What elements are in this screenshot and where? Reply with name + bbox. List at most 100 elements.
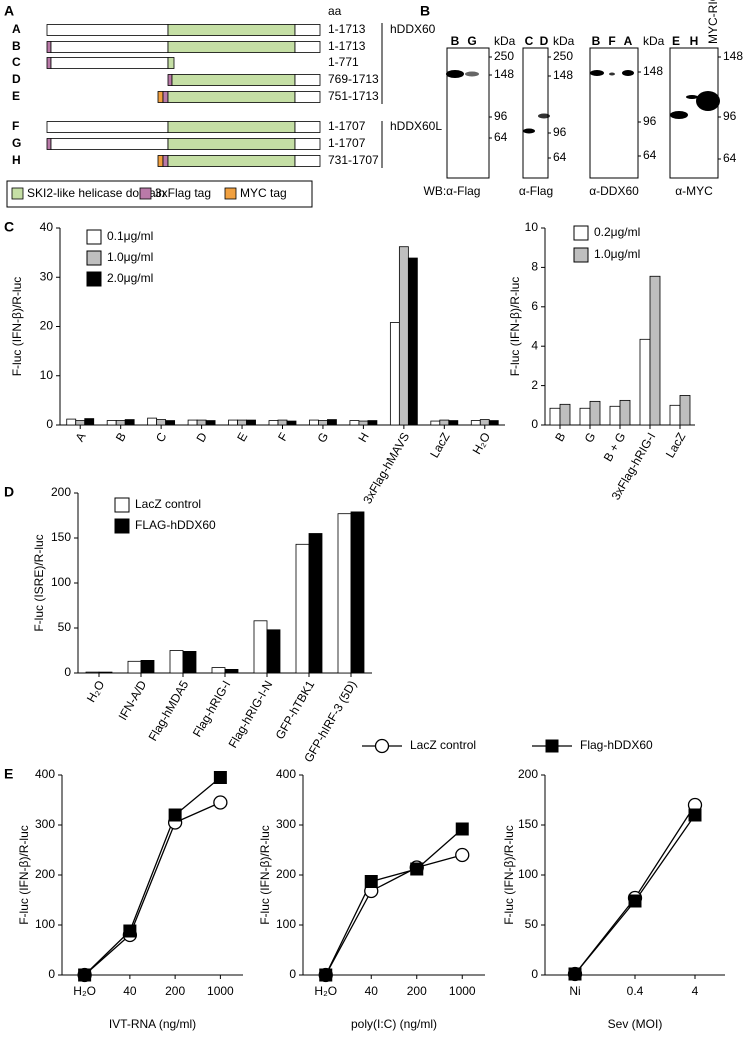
y-tick-label: 200 [276, 867, 296, 881]
antibody-label: α-Flag [519, 184, 553, 198]
bar [439, 419, 450, 426]
point [78, 968, 92, 982]
domain-segment [46, 41, 52, 53]
y-tick-label: 20 [40, 319, 54, 333]
domain-segment [167, 57, 175, 69]
legend-label: MYC tag [240, 186, 287, 200]
construct-range: 1-1713 [328, 22, 366, 36]
bar [127, 660, 142, 674]
marker-label: 64 [723, 151, 737, 165]
domain-segment [46, 57, 52, 69]
y-axis-label: F-luc (IFN-β)/R-luc [10, 277, 24, 377]
bar [211, 667, 226, 674]
construct-letter: A [12, 22, 21, 36]
domain-segment [167, 24, 296, 36]
y-tick-label: 100 [276, 917, 296, 931]
bar [649, 275, 661, 426]
bar [367, 420, 378, 426]
lane-label: A [624, 34, 633, 48]
marker-label: 250 [553, 49, 573, 63]
x-tick-label: 40 [365, 984, 379, 998]
bar [337, 513, 352, 674]
kda-unit: kDa [494, 34, 516, 48]
domain-segment [157, 155, 164, 167]
marker-label: 148 [553, 68, 573, 82]
y-tick-label: 0 [48, 967, 55, 981]
point [410, 862, 424, 876]
construct-letter: C [12, 55, 21, 69]
y-tick-label: 100 [51, 575, 71, 589]
marker-label: 64 [494, 130, 508, 144]
legend-label: 1.0μg/ml [594, 247, 640, 261]
panel-label: C [4, 219, 14, 235]
x-tick-label: Ni [569, 984, 580, 998]
point [213, 795, 228, 810]
y-axis-label: F-luc (IFN-β)/R-luc [502, 825, 516, 925]
lane-label: B [592, 34, 601, 48]
bar [295, 543, 310, 674]
point [568, 967, 582, 981]
bar [115, 420, 126, 426]
bar [182, 651, 197, 674]
legend-swatch [86, 271, 102, 287]
band [670, 111, 688, 119]
bar [430, 420, 441, 426]
legend-label: 1.0μg/ml [107, 250, 153, 264]
point [688, 808, 702, 822]
marker-label: 96 [723, 109, 737, 123]
bar [318, 420, 328, 426]
construct-letter: H [12, 153, 21, 167]
x-tick-label: 1000 [207, 984, 234, 998]
kda-unit: kDa [553, 34, 575, 48]
bar [277, 419, 288, 426]
bar [407, 257, 418, 426]
y-tick-label: 0 [531, 417, 538, 431]
bar [579, 407, 591, 426]
construct-range: 1-1713 [328, 39, 366, 53]
domain-segment [294, 155, 321, 167]
y-tick-label: 50 [525, 917, 539, 931]
y-axis-label: F-luc (IFN-β)/R-luc [508, 277, 522, 377]
marker-label: 250 [494, 49, 514, 63]
marker-label: 96 [643, 114, 657, 128]
bar [266, 629, 281, 674]
point [213, 771, 227, 784]
bar [349, 420, 360, 426]
bar [228, 419, 238, 426]
y-tick-label: 4 [531, 338, 538, 352]
bar [196, 419, 207, 426]
marker-label: 64 [553, 150, 567, 164]
band [523, 128, 535, 134]
y-tick-label: 100 [518, 867, 538, 881]
bar [350, 511, 365, 674]
legend-swatch [224, 187, 237, 200]
bar [327, 419, 337, 426]
construct-range: 1-771 [328, 55, 359, 69]
y-tick-label: 8 [531, 260, 538, 274]
marker-label: 148 [643, 64, 663, 78]
domain-segment [46, 24, 169, 36]
legend-label: Flag-hDDX60 [580, 738, 653, 752]
y-tick-label: 0 [531, 967, 538, 981]
domain-segment [167, 138, 296, 150]
legend-swatch [114, 518, 130, 534]
bar [187, 419, 198, 426]
band [465, 71, 479, 77]
marker-label: 148 [723, 49, 743, 63]
bar [147, 417, 158, 426]
legend-swatch [86, 250, 102, 266]
legend-label: 3xFlag tag [155, 186, 211, 200]
legend-swatch [86, 229, 102, 245]
bar [358, 420, 369, 426]
domain-segment [46, 121, 169, 133]
lane-label: H [690, 34, 699, 48]
y-tick-label: 400 [35, 767, 55, 781]
marker-label: 64 [643, 148, 657, 162]
lane-label: D [540, 34, 549, 48]
y-axis-label: F-luc (ISRE)/R-luc [32, 534, 46, 631]
legend-swatch [139, 187, 152, 200]
bar [224, 669, 239, 674]
bar [398, 246, 409, 426]
y-tick-label: 400 [276, 767, 296, 781]
y-tick-label: 2 [531, 378, 538, 392]
